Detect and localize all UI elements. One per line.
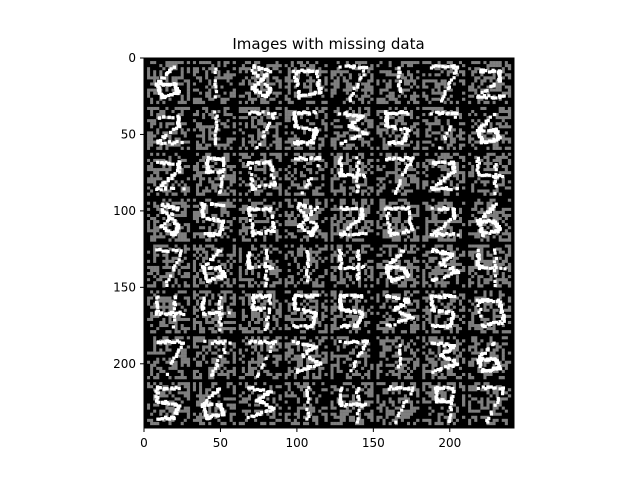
digit-tile (192, 336, 236, 380)
digit-tile (284, 382, 328, 426)
digit-tile (468, 106, 512, 150)
digit-tile (192, 244, 236, 288)
axes-frame (143, 57, 515, 429)
y-tick-label: 150 (113, 280, 136, 294)
digit-tile (192, 152, 236, 196)
digit-tile (330, 290, 374, 334)
digit-tile (238, 152, 282, 196)
digit-tile (422, 336, 466, 380)
digit-tile (147, 106, 191, 150)
digit-tile (192, 198, 236, 242)
x-tick-label: 150 (362, 436, 385, 450)
digit-tile (330, 61, 374, 105)
digit-tile (376, 336, 420, 380)
digit-tile (147, 152, 191, 196)
digit-tile (284, 290, 328, 334)
digit-tile (238, 382, 282, 426)
digit-tile (192, 61, 236, 105)
digit-tile (284, 244, 328, 288)
y-tick-label: 0 (128, 51, 136, 65)
digit-tile (376, 152, 420, 196)
digit-tile (422, 61, 466, 105)
digit-tile (147, 336, 191, 380)
digit-tile (238, 336, 282, 380)
digit-tile (238, 61, 282, 105)
x-tick-label: 50 (213, 436, 228, 450)
digit-tile (238, 198, 282, 242)
digit-tile (147, 61, 191, 105)
y-axis: 0 50 100 150 200 (113, 51, 144, 371)
y-tick-label: 200 (113, 357, 136, 371)
digit-tile (422, 290, 466, 334)
digit-tile (192, 290, 236, 334)
digit-tile (330, 382, 374, 426)
digit-tile (147, 198, 191, 242)
digit-tile (422, 244, 466, 288)
digit-tile (284, 106, 328, 150)
plot-area (143, 57, 515, 429)
digit-tile (376, 61, 420, 105)
digit-tile (376, 106, 420, 150)
digit-tile (468, 198, 512, 242)
digit-tile (284, 61, 328, 105)
digit-tile (468, 336, 512, 380)
y-tick-label: 50 (121, 127, 136, 141)
digit-tile (147, 244, 191, 288)
digit-tile (376, 290, 420, 334)
y-tick-label: 100 (113, 204, 136, 218)
digit-tile (376, 198, 420, 242)
x-tick-label: 200 (438, 436, 461, 450)
digit-tile (284, 152, 328, 196)
digit-tile (376, 382, 420, 426)
digit-tile (422, 382, 466, 426)
digit-tile (192, 382, 236, 426)
digit-tile (468, 382, 512, 426)
digit-tile (330, 244, 374, 288)
digit-tile (238, 290, 282, 334)
digit-tile (468, 244, 512, 288)
image-tiles (147, 61, 512, 426)
digit-tile (422, 152, 466, 196)
digit-tile (147, 290, 191, 334)
digit-tile (468, 290, 512, 334)
digit-tile (330, 198, 374, 242)
x-tick-label: 0 (140, 436, 148, 450)
digit-tile (284, 336, 328, 380)
x-tick-label: 100 (285, 436, 308, 450)
digit-tile (192, 106, 236, 150)
digit-tile (284, 198, 328, 242)
digit-tile (330, 152, 374, 196)
digit-tile (468, 152, 512, 196)
digit-tile (422, 198, 466, 242)
digit-tile (330, 106, 374, 150)
digit-tile (238, 106, 282, 150)
digit-tile (330, 336, 374, 380)
chart-title: Images with missing data (232, 35, 424, 53)
digit-tile (468, 61, 512, 105)
x-axis: 0 50 100 150 200 (140, 428, 461, 450)
digit-tile (422, 106, 466, 150)
digit-tile (238, 244, 282, 288)
digit-tile (376, 244, 420, 288)
digit-tile (147, 382, 191, 426)
